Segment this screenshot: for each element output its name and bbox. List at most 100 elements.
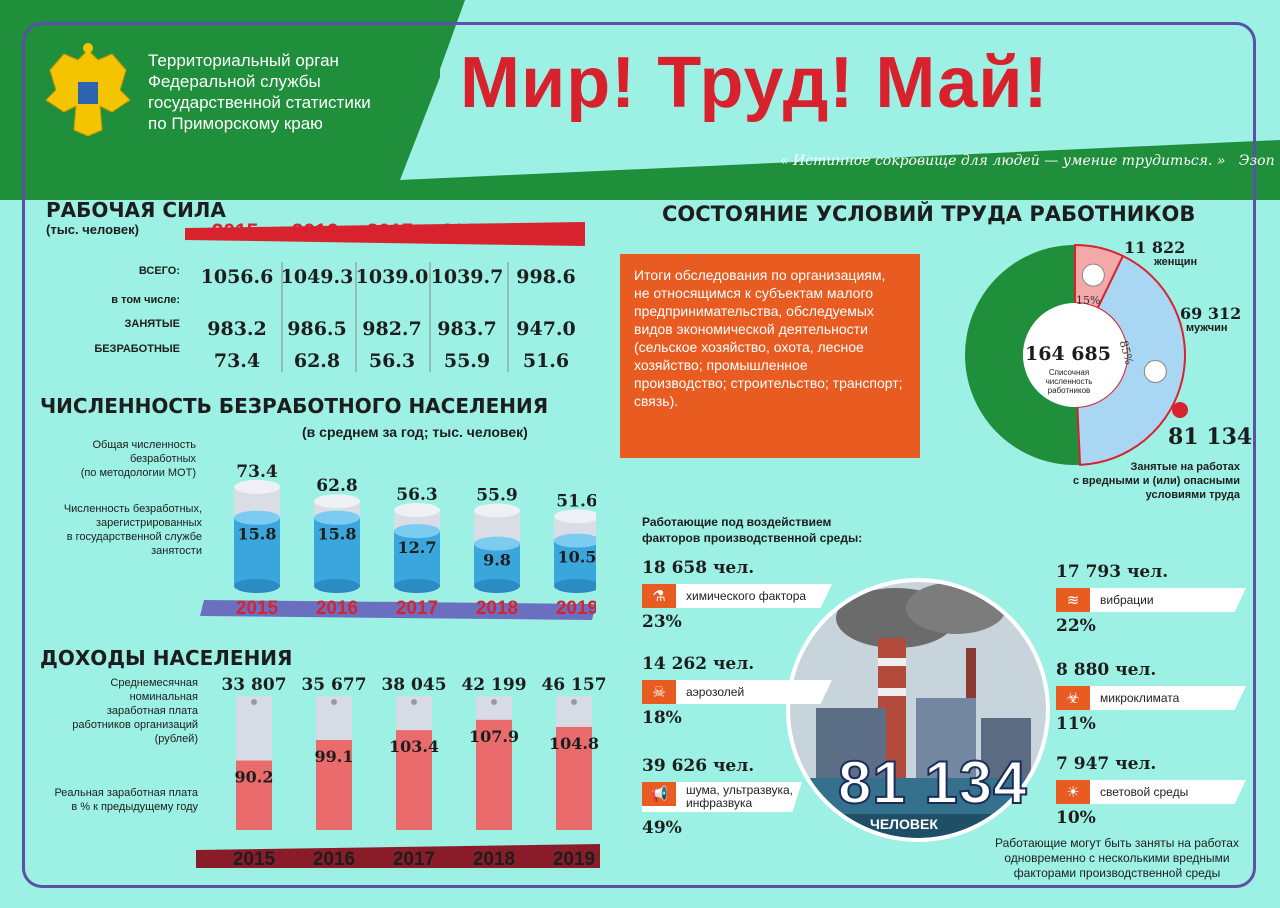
cylinder-bar (314, 494, 360, 593)
factors-title-line: факторов производственной среды: (642, 531, 863, 545)
hazard-label-line: условиями труда (1145, 489, 1240, 501)
year-label: 2018 (476, 598, 518, 619)
factors-note: Работающие могут быть заняты на работах … (986, 836, 1248, 881)
total-label-line: работников (1047, 386, 1091, 395)
bar-real-wage (556, 726, 592, 830)
bar-total-top (554, 509, 596, 524)
year-ribbon (185, 222, 585, 246)
table-cell: 983.2 (207, 318, 267, 340)
unemployment-subtitle: (в среднем за год; тыс. человек) (302, 424, 528, 440)
bar-registered (554, 540, 596, 586)
megaphone-icon: 📢 (642, 782, 676, 806)
year-label: 2018 (473, 849, 515, 870)
total-data-label: 73.4 (236, 462, 278, 482)
factors-title-line: Работающие под воздействием (642, 515, 832, 529)
legend-line: (по методологии МОТ) (80, 467, 196, 479)
emblem-eagle-icon (45, 43, 131, 137)
conditions-title: СОСТОЯНИЕ УСЛОВИЙ ТРУДА РАБОТНИКОВ (662, 202, 1196, 226)
year-label: 2015 (211, 220, 259, 243)
cylinder-bar (394, 502, 440, 593)
women-pct: 15% (1076, 294, 1101, 307)
marker-dot (571, 699, 577, 705)
quote-author: Эзоп (1238, 153, 1275, 169)
table-cell: 51.6 (522, 350, 570, 372)
bar-bottom (474, 579, 520, 593)
workforce-title: РАБОЧАЯ СИЛА (46, 198, 226, 222)
income-bar (236, 696, 272, 830)
woman-avatar-icon (1081, 263, 1105, 287)
total-label-line: Списочная (1048, 368, 1090, 377)
biohazard-icon: ☣ (1056, 686, 1090, 710)
cylinder-bar (234, 479, 280, 593)
total-data-label: 55.9 (476, 486, 517, 506)
bar-real-wage (396, 730, 432, 830)
marker-dot (411, 699, 417, 705)
year-ribbon (200, 600, 596, 620)
factor-count: 8 880 чел. (1056, 660, 1157, 680)
hazard-dot-icon (1172, 402, 1188, 418)
marker-dot (491, 699, 497, 705)
bar-real-wage (476, 719, 512, 830)
vibration-icon: ≋ (1056, 588, 1090, 612)
factory-illustration (786, 578, 1050, 842)
year-label: 2019 (553, 849, 595, 870)
bar-registered (234, 517, 280, 586)
table-cell: 1049.3 (280, 266, 354, 288)
org-name-line: Федеральной службы (148, 72, 321, 91)
page-title: Мир! Труд! Май! (460, 43, 1049, 123)
year-ribbon (196, 844, 600, 868)
bar-bottom (394, 579, 440, 593)
bar-real-wage (316, 740, 352, 830)
income-bar (316, 696, 352, 830)
real-wage-data-label: 99.1 (315, 747, 354, 766)
wage-data-label: 33 807 (221, 675, 286, 695)
total-label-line: численность (1045, 377, 1093, 386)
registered-data-label: 15.8 (238, 525, 277, 544)
real-wage-data-label: 104.8 (549, 734, 599, 753)
org-name-line: по Приморскому краю (148, 114, 323, 133)
legend-real: Реальная заработная плата в % к предыдущ… (28, 786, 198, 814)
table-cell: 998.6 (516, 266, 576, 288)
table-cell: 73.4 (213, 350, 261, 372)
table-cell: 1039.7 (430, 266, 504, 288)
legend-line: номинальная (129, 691, 198, 703)
factor-count: 18 658 чел. (642, 558, 755, 578)
legend-wage: Среднемесячная номинальная заработная пл… (40, 676, 198, 746)
bar-total-top (474, 503, 520, 518)
cylinder-bar (474, 503, 520, 593)
wage-data-label: 35 677 (301, 675, 366, 695)
table-cell: 55.9 (443, 350, 491, 372)
legend-line: заработная плата (106, 705, 198, 717)
wage-data-label: 46 157 (541, 675, 606, 695)
total-data-label: 56.3 (396, 485, 437, 505)
registered-data-label: 9.8 (483, 551, 511, 570)
bar-bottom (314, 579, 360, 593)
legend-line: (рублей) (154, 733, 198, 745)
legend-line: работников организаций (72, 719, 198, 731)
year-label: 2019 (520, 220, 568, 243)
factor-pct: 49% (642, 818, 682, 838)
legend-line: Реальная заработная плата (54, 787, 198, 799)
total-data-label: 62.8 (316, 476, 357, 496)
factor-pct: 10% (1056, 808, 1096, 828)
table-cell: 62.8 (293, 350, 341, 372)
unemployment-chart: 73.4 15.8 2015 62.8 15.8 2016 56.3 12.7 2017 55.9… (200, 462, 596, 620)
men-value: 69 312 (1180, 304, 1242, 323)
table-cell: 1039.0 (355, 266, 429, 288)
row-label: БЕЗРАБОТНЫЕ (94, 343, 180, 355)
wage-data-label: 42 199 (461, 675, 526, 695)
legend-line: безработных (129, 453, 196, 465)
factor-count: 39 626 чел. (642, 756, 755, 776)
bar-bottom (234, 579, 280, 593)
year-label: 2015 (236, 598, 279, 619)
factor-pct: 23% (642, 612, 682, 632)
note-line: одновременно с несколькими вредными (1004, 851, 1230, 865)
center-value: 81 134 (837, 748, 1028, 817)
legend-registered: Численность безработных, зарегистрирован… (36, 502, 202, 558)
marker-dot (251, 699, 257, 705)
legend-total: Общая численность безработных (по методо… (46, 438, 196, 480)
org-name-line: государственной статистики (148, 93, 371, 112)
income-bar (556, 696, 592, 830)
bar-registered-top (394, 524, 440, 539)
workforce-unit: (тыс. человек) (46, 222, 139, 237)
